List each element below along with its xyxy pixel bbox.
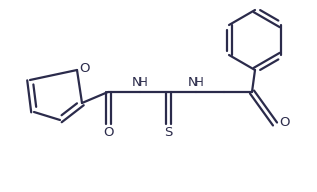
Text: N: N [132,75,142,89]
Text: O: O [103,127,113,140]
Text: O: O [280,116,290,128]
Text: O: O [79,61,89,74]
Text: N: N [188,75,198,89]
Text: S: S [164,127,172,140]
Text: H: H [139,75,147,89]
Text: H: H [195,75,204,89]
